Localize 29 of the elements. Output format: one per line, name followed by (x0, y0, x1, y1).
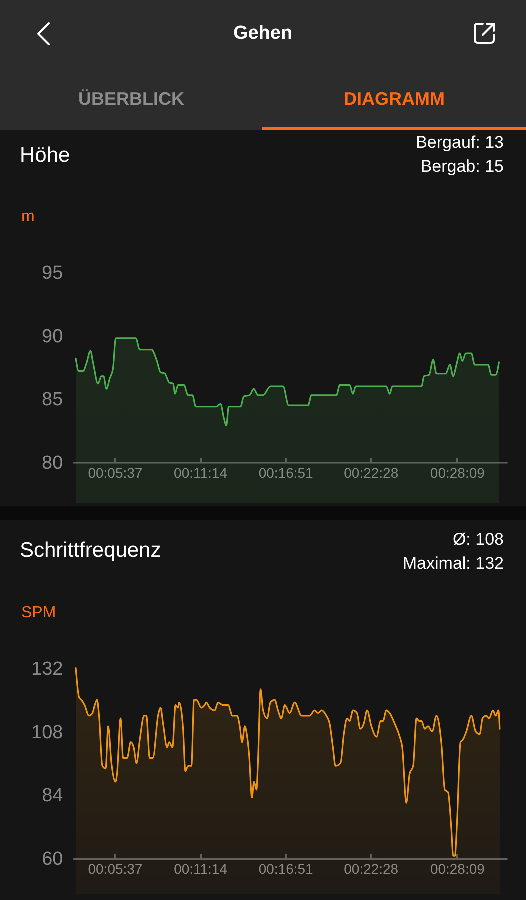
text: Bergab: 15 (420, 156, 504, 178)
text: DIAGRAMM (343, 88, 446, 111)
y-tick-label: 80 (42, 453, 64, 474)
y-tick-label: 95 (42, 263, 64, 284)
y-tick-label: 84 (42, 786, 64, 807)
x-tick-label: 00:05:37 (88, 465, 143, 481)
text: Gehen (232, 22, 294, 46)
x-tick-label: 00:22:28 (344, 465, 399, 481)
text: ÜBERBLICK (78, 88, 186, 111)
y-tick-label: 85 (42, 390, 64, 411)
chart-title: Schrittfrequenz (20, 539, 162, 563)
x-tick-label: 00:16:51 (258, 861, 314, 878)
x-tick-label: 00:05:37 (88, 861, 143, 878)
text: Bergauf: 13 (416, 132, 504, 154)
x-tick-label: 00:28:09 (430, 465, 486, 481)
y-tick-label: 108 (32, 722, 64, 744)
y-tick-label: 90 (42, 326, 64, 348)
y-tick-label: 132 (32, 658, 64, 680)
y-tick-label: 60 (42, 849, 64, 870)
text: Ø: 108 (452, 529, 504, 551)
x-tick-label: 00:11:14 (174, 861, 228, 878)
y-axis-title: SPM (22, 604, 56, 622)
x-tick-label: 00:28:09 (430, 861, 486, 878)
y-axis-title: m (22, 208, 35, 226)
text: Maximal: 132 (402, 553, 504, 575)
x-tick-label: 00:11:14 (174, 465, 228, 481)
x-tick-label: 00:16:51 (258, 465, 314, 481)
chart-title: Höhe (20, 144, 70, 168)
x-tick-label: 00:22:28 (344, 861, 399, 878)
